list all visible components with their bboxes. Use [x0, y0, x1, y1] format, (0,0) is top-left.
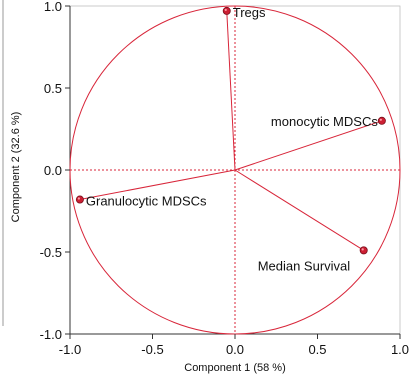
point-highlight-monocytic-mdscs: [379, 118, 382, 121]
point-label-monocytic-mdscs: monocytic MDSCs: [271, 114, 378, 129]
point-tregs: [222, 6, 231, 15]
vector-median-survival: [234, 169, 364, 251]
point-granulocytic-mdscs: [75, 195, 84, 204]
y-tick-label: 0.0: [44, 163, 62, 178]
y-tick-label: 0.5: [44, 81, 62, 96]
point-median-survival: [359, 246, 368, 255]
y-axis: 1.0 0.5 0.0 -0.5 -1.0: [40, 0, 70, 342]
point-label-median-survival: Median Survival: [258, 258, 351, 273]
x-axis: -1.0 -0.5 0.0 0.5 1.0: [59, 334, 409, 357]
x-tick-label: 1.0: [391, 342, 409, 357]
point-monocytic-mdscs: [377, 116, 386, 125]
point-label-granulocytic-mdscs: Granulocytic MDSCs: [86, 194, 207, 209]
vector-monocytic-mdscs: [234, 120, 383, 171]
vector-granulocytic-mdscs: [79, 169, 236, 201]
y-tick-label: -0.5: [40, 245, 62, 260]
loading-points: [75, 6, 386, 255]
point-highlight-tregs: [224, 8, 227, 12]
x-tick-label: 0.5: [308, 342, 326, 357]
vector-tregs: [226, 10, 236, 171]
x-tick-label: -0.5: [141, 342, 163, 357]
x-axis-title: Component 1 (58 %): [184, 362, 286, 374]
point-label-tregs: Tregs: [233, 5, 266, 20]
point-highlight-granulocytic-mdscs: [77, 197, 80, 200]
x-tick-label: 0.0: [226, 342, 244, 357]
y-axis-title: Component 2 (32.6 %): [10, 112, 22, 223]
x-tick-label: -1.0: [59, 342, 81, 357]
y-tick-label: -1.0: [40, 327, 62, 342]
point-labels: Tregs monocytic MDSCs Granulocytic MDSCs Me…: [86, 5, 378, 273]
point-highlight-median-survival: [361, 248, 364, 251]
y-tick-label: 1.0: [44, 0, 62, 14]
loading-vectors: [79, 10, 383, 251]
